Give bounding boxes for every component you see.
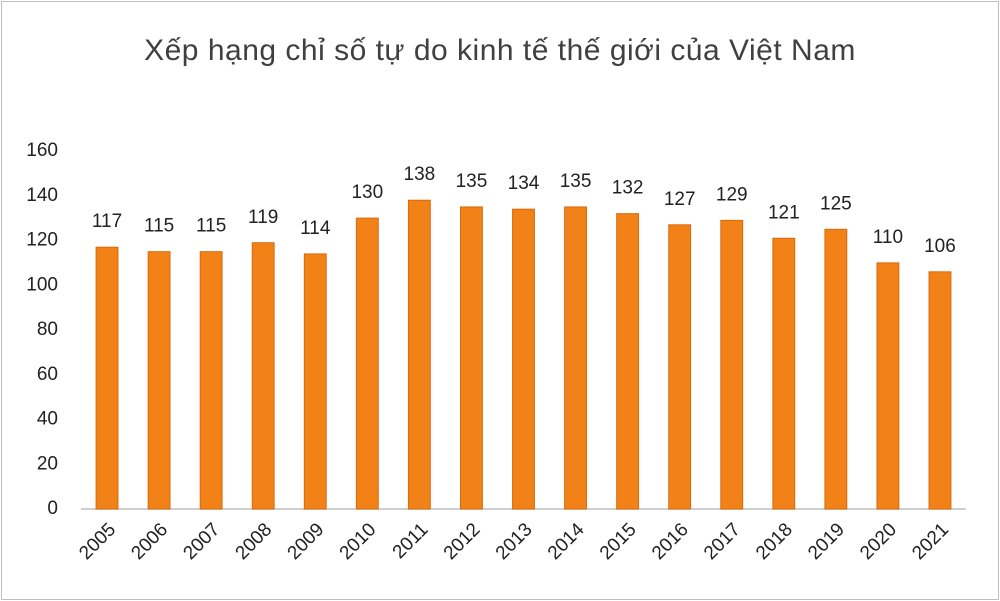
x-tick-label: 2017: [700, 519, 745, 564]
y-tick-label: 0: [47, 498, 58, 519]
x-tick-label: 2016: [648, 519, 693, 564]
x-tick-label: 2012: [440, 519, 485, 564]
data-label: 115: [196, 216, 226, 237]
bar: [720, 219, 744, 510]
bar: [928, 271, 952, 510]
bar: [407, 199, 431, 510]
bar: [251, 242, 275, 510]
y-tick-label: 160: [26, 140, 58, 161]
x-tick-label: 2018: [752, 519, 797, 564]
data-label: 130: [351, 182, 383, 203]
data-label: 119: [248, 207, 278, 228]
data-label: 110: [873, 227, 903, 248]
bar: [668, 224, 692, 510]
x-tick-label: 2019: [804, 519, 849, 564]
bar: [95, 246, 119, 510]
x-tick-label: 2007: [179, 519, 224, 564]
x-tick-label: 2014: [544, 519, 589, 564]
x-tick-label: 2010: [336, 519, 381, 564]
data-label: 114: [300, 218, 331, 239]
x-tick-label: 2006: [127, 519, 172, 564]
y-tick-label: 140: [26, 185, 58, 206]
x-tick-label: 2013: [492, 519, 537, 564]
x-tick-label: 2020: [856, 519, 901, 564]
x-tick-label: 2011: [389, 519, 433, 563]
data-label: 138: [404, 164, 436, 185]
data-label: 117: [92, 211, 122, 232]
x-tick-label: 2005: [75, 519, 120, 564]
chart-title: Xếp hạng chỉ số tự do kinh tế thế giới c…: [144, 34, 856, 67]
y-tick-label: 60: [37, 364, 58, 385]
data-label: 135: [456, 171, 488, 192]
bar: [772, 237, 796, 510]
y-tick-label: 100: [26, 274, 58, 295]
data-label: 135: [560, 171, 592, 192]
y-tick-label: 80: [37, 319, 58, 340]
x-tick-label: 2009: [284, 519, 329, 564]
data-label: 129: [716, 184, 748, 205]
x-tick-label: 2021: [908, 519, 953, 564]
data-label: 115: [144, 216, 174, 237]
bar: [460, 206, 483, 510]
data-label: 127: [664, 189, 696, 210]
bar: [303, 253, 327, 510]
bar: [147, 251, 171, 510]
data-label: 134: [508, 173, 540, 194]
y-tick-label: 40: [37, 409, 58, 430]
bar: [876, 262, 900, 510]
y-tick-label: 120: [26, 230, 58, 251]
bar: [512, 208, 535, 510]
data-label: 125: [820, 193, 852, 214]
data-label: 132: [612, 178, 644, 199]
bar: [564, 206, 587, 510]
data-label: 121: [768, 202, 800, 223]
y-tick-label: 20: [37, 453, 58, 474]
x-tick-label: 2015: [596, 519, 641, 564]
x-tick-label: 2008: [232, 519, 277, 564]
bar: [355, 217, 379, 510]
bar: [616, 213, 640, 510]
data-label: 106: [924, 236, 956, 257]
bar: [824, 228, 848, 510]
bar: [199, 251, 223, 510]
